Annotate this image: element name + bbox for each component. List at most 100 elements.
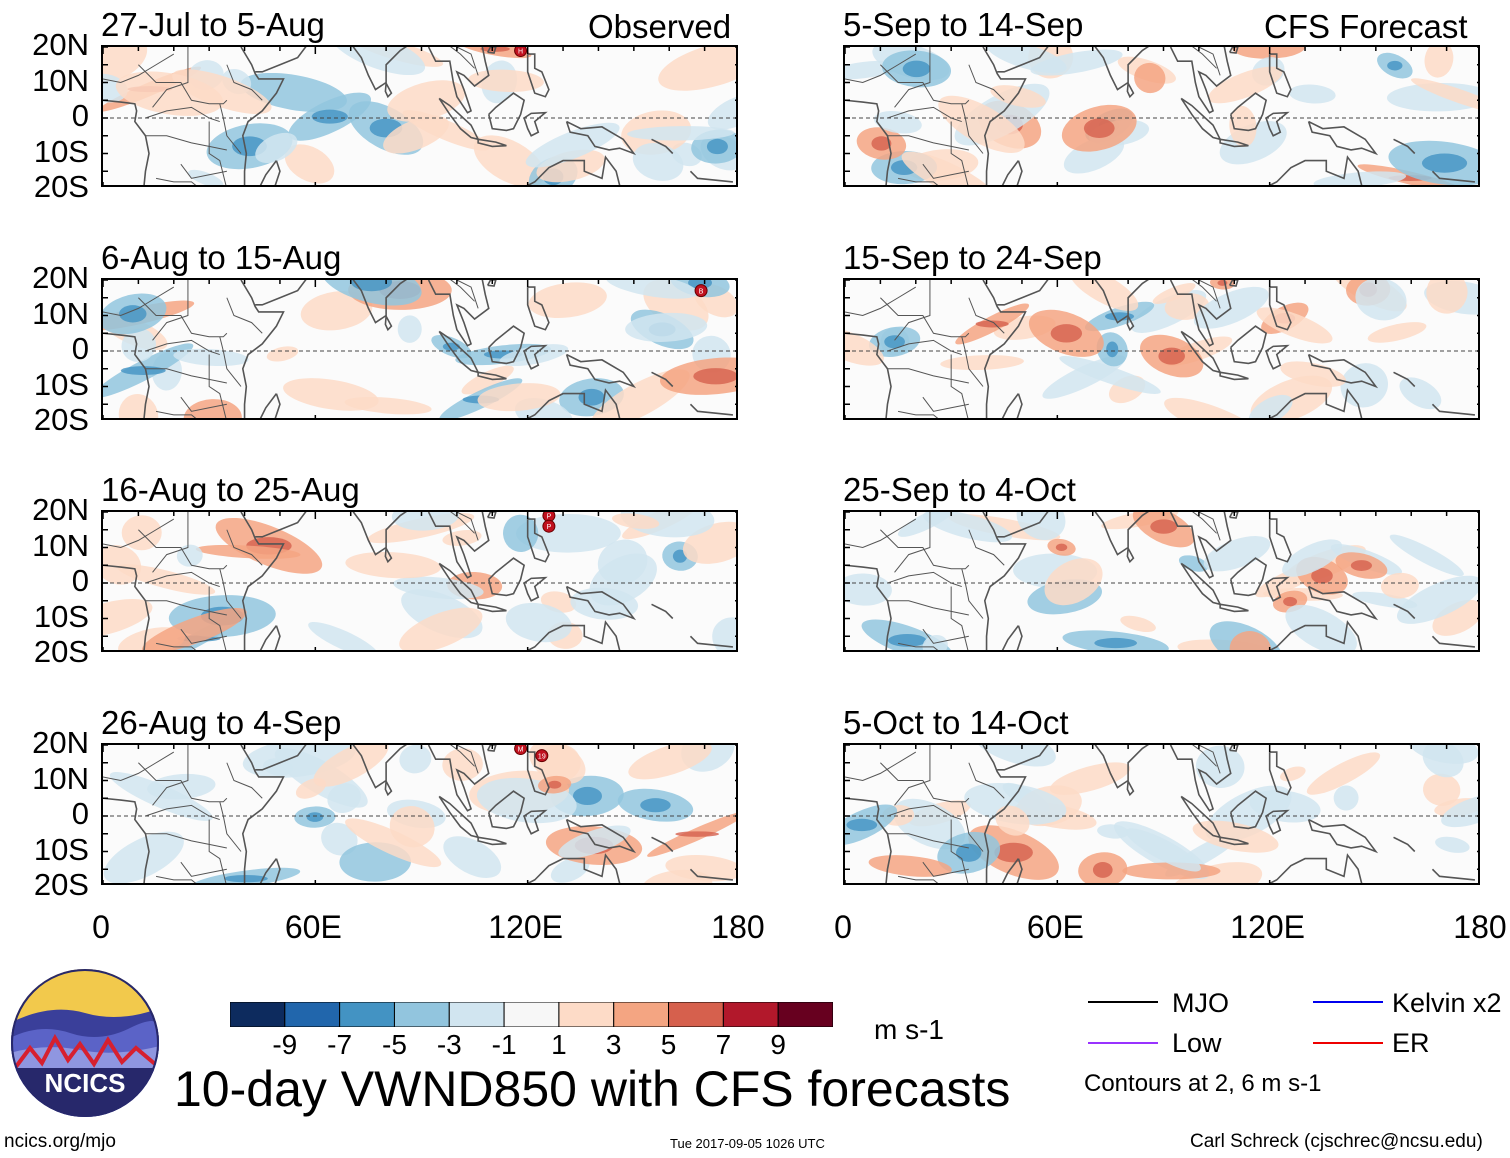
anomaly-patch <box>1424 47 1454 78</box>
website-link[interactable]: ncics.org/mjo <box>4 1131 116 1152</box>
anomaly-core <box>119 305 147 323</box>
coastline <box>1180 562 1222 606</box>
panel-title: 5-Sep to 14-Sep <box>843 6 1084 43</box>
anomaly-patch <box>550 856 590 883</box>
y-tick-label: 20N <box>32 725 89 760</box>
coastline <box>1094 47 1150 91</box>
y-tick-label: 0 <box>71 563 89 598</box>
country-border <box>219 568 242 619</box>
country-border <box>961 336 984 387</box>
coastline <box>255 47 307 73</box>
coastline <box>1219 603 1249 613</box>
anomaly-patch <box>611 513 660 529</box>
panel-title: 5-Oct to 14-Oct <box>843 704 1069 741</box>
x-tick-label: 60E <box>1026 909 1084 945</box>
country-border <box>1192 280 1217 302</box>
coastline <box>1180 330 1222 374</box>
anomaly-core <box>1104 312 1135 321</box>
coastline <box>997 280 1049 306</box>
coastline <box>384 780 393 797</box>
anomaly-patch <box>399 745 432 774</box>
panel-title: 25-Sep to 4-Oct <box>843 471 1076 508</box>
anomaly-patch <box>964 783 1067 825</box>
coastline <box>845 99 892 185</box>
anomaly-patch <box>284 144 335 184</box>
country-border <box>226 64 263 101</box>
coastline <box>997 745 1049 771</box>
y-tick-label: 10N <box>32 62 89 98</box>
anomaly-core <box>1387 60 1403 71</box>
anomaly-patch <box>845 326 884 366</box>
anomaly-core <box>955 843 982 862</box>
anomaly-core <box>1055 543 1068 552</box>
coastline <box>487 790 526 830</box>
coastline <box>565 120 637 156</box>
anomaly-patch <box>922 634 948 650</box>
panel-title: 26-Aug to 4-Sep <box>101 704 342 741</box>
country-border <box>145 106 220 123</box>
coastline <box>1228 745 1239 752</box>
country-border <box>456 745 479 774</box>
country-border <box>180 628 227 644</box>
y-tick-label: 20S <box>33 402 89 437</box>
country-border <box>1198 512 1221 541</box>
country-border <box>456 47 479 76</box>
colorbar-swatch <box>722 1001 779 1028</box>
country-border <box>1192 512 1217 534</box>
map-panel: H <box>101 45 738 187</box>
anomaly-patch <box>117 564 216 595</box>
storm-label: 19 <box>538 754 546 761</box>
x-tick-label: 120E <box>1230 909 1306 945</box>
anomaly-patch <box>1195 745 1245 788</box>
country-border <box>208 586 227 650</box>
coastline <box>486 512 497 519</box>
country-border <box>450 280 475 302</box>
country-border <box>845 518 917 549</box>
coastline <box>1169 47 1232 114</box>
coastline <box>1265 344 1290 370</box>
y-tick-label: 20N <box>32 27 89 62</box>
anomaly-patch <box>1355 280 1407 321</box>
anomaly-patch <box>1340 363 1388 408</box>
coastline <box>240 512 285 650</box>
country-border <box>138 529 228 570</box>
coastline <box>1219 371 1249 381</box>
coastline <box>259 160 281 185</box>
anomaly-patch <box>477 383 561 412</box>
country-border <box>145 600 227 616</box>
country-border <box>155 410 197 418</box>
colorbar-swatch <box>558 1001 615 1028</box>
country-border <box>1198 47 1221 76</box>
country-border <box>450 47 475 69</box>
anomaly-patch <box>1367 322 1427 343</box>
anomaly-patch <box>183 399 242 418</box>
anomaly-patch <box>345 818 442 868</box>
anomaly-patch <box>938 95 1025 153</box>
anomaly-patch <box>103 544 142 585</box>
anomaly-patch <box>940 355 1024 371</box>
storm-marker: P <box>542 519 556 533</box>
coastline <box>523 344 548 370</box>
anomaly-patch <box>188 169 224 185</box>
anomaly-patch <box>627 126 735 141</box>
country-border <box>138 762 228 803</box>
colorbar-swatch <box>613 1001 670 1028</box>
panel-title: 6-Aug to 15-Aug <box>101 239 342 276</box>
anomaly-patch <box>1389 534 1464 577</box>
coastline <box>523 809 548 835</box>
colorbar-tick-label: 1 <box>551 1029 567 1060</box>
coastline <box>352 280 408 324</box>
anomaly-core <box>1350 560 1373 571</box>
country-border <box>208 354 227 418</box>
anomaly-patch <box>1030 49 1123 76</box>
country-border <box>138 64 228 105</box>
anomaly-patch <box>1282 539 1343 577</box>
country-border <box>845 286 917 317</box>
x-tick-label: 180 <box>1453 909 1507 945</box>
coastline <box>845 332 892 418</box>
anomaly-patch <box>1396 575 1478 624</box>
anomaly-patch <box>103 73 128 103</box>
anomaly-core <box>306 812 324 822</box>
anomaly-patch <box>1203 536 1271 572</box>
country-border <box>145 135 227 151</box>
